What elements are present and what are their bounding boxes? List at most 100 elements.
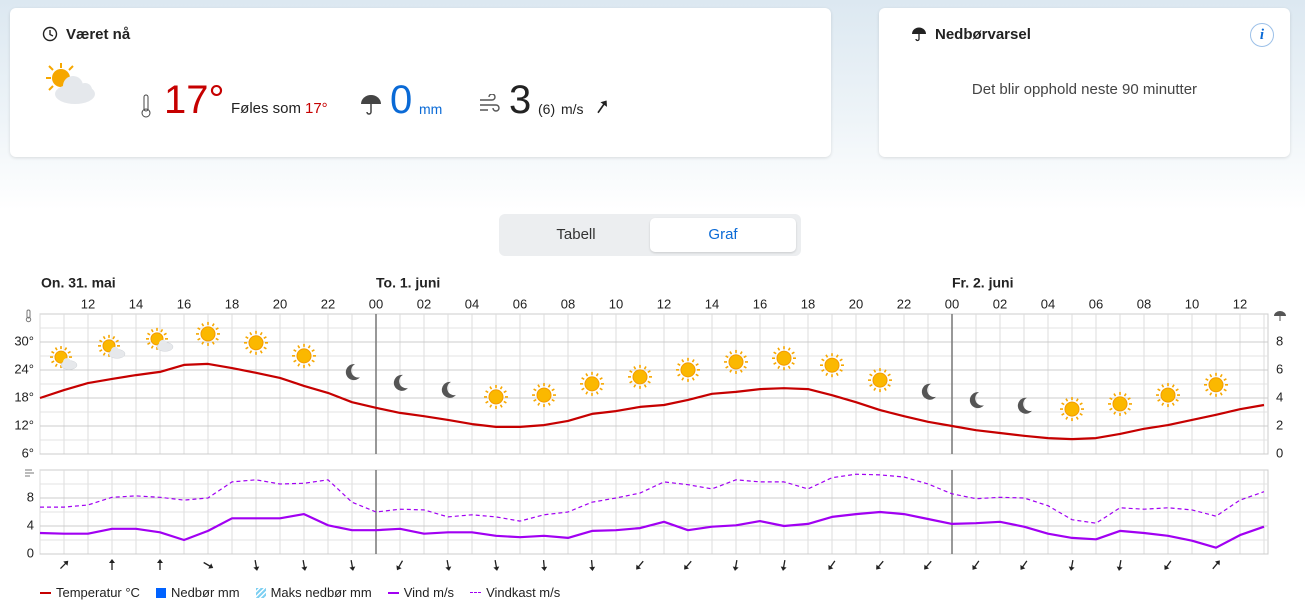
sun-ray: [1223, 378, 1227, 381]
wind-arrow: [157, 559, 163, 570]
sun-ray: [729, 351, 733, 355]
sun-ray: [311, 349, 315, 353]
sun: [1064, 401, 1080, 417]
legend-item: Vindkast m/s: [470, 585, 560, 600]
sun-ray: [1209, 374, 1213, 378]
x-tick-label: 12: [1233, 296, 1247, 311]
sun-ray: [869, 373, 873, 377]
arrow-head: [445, 566, 452, 571]
x-tick-label: 20: [273, 296, 287, 311]
legend-item: Nedbør mm: [155, 585, 240, 600]
tab[interactable]: Graf: [650, 218, 796, 252]
sun-ray: [595, 373, 599, 377]
sun-ray: [1061, 412, 1065, 416]
sun-ray: [485, 400, 489, 404]
weather-symbol: [868, 368, 892, 393]
legend-item: Maks nedbør mm: [255, 585, 372, 600]
info-button[interactable]: i: [1250, 23, 1274, 47]
legend-swatch: [387, 591, 399, 594]
moon: [969, 392, 984, 409]
sun-ray: [1209, 392, 1213, 396]
wind-arrow: [1020, 560, 1028, 570]
sun-ray: [249, 332, 253, 336]
weather-symbol: [484, 384, 508, 409]
weather-symbol: [1060, 397, 1084, 422]
wind-arrow: [972, 560, 980, 570]
weather-symbol: [50, 346, 78, 370]
arrow-head: [876, 564, 882, 570]
sun: [200, 326, 216, 342]
sun-ray: [293, 349, 297, 353]
wind-arrow: [1164, 560, 1172, 570]
weather-icon: [46, 63, 95, 104]
sun-ray: [499, 386, 503, 390]
x-tick-label: 00: [945, 296, 959, 311]
arrow-head: [1020, 564, 1026, 570]
weather-symbol: [146, 327, 174, 352]
moon: [393, 374, 408, 391]
sun-ray: [1205, 388, 1209, 392]
arrow-head: [109, 559, 115, 563]
sun-ray: [1171, 384, 1175, 388]
sun-ray: [263, 346, 267, 350]
sun-ray: [1109, 407, 1113, 411]
sun-ray: [1175, 398, 1179, 402]
series-line: [39, 510, 1265, 549]
sun-ray: [249, 350, 253, 354]
sun-ray: [725, 355, 729, 359]
wind-arrow: [349, 559, 356, 571]
sun-ray: [647, 370, 651, 374]
wind-unit: m/s: [561, 101, 584, 117]
x-tick-label: 22: [321, 296, 335, 311]
weather-symbol: [292, 343, 316, 368]
sun: [1112, 396, 1128, 412]
sun-ray: [821, 369, 825, 372]
sun-ray: [211, 341, 215, 345]
gust: (6): [538, 101, 556, 117]
sun-ray: [599, 377, 603, 381]
sun-ray: [147, 332, 151, 336]
arrow-head: [780, 566, 787, 571]
sun-ray: [681, 359, 685, 363]
sun-ray: [537, 402, 541, 406]
umbrella-icon: [361, 95, 381, 115]
sun-ray: [883, 369, 887, 373]
sun-ray: [54, 363, 58, 367]
wind-arrow: [301, 559, 308, 571]
weather-symbol: [1108, 391, 1132, 416]
wind-arrow: [924, 560, 932, 570]
legend-label: Nedbør mm: [170, 585, 240, 600]
sun-ray: [547, 402, 551, 406]
weather-symbol: [628, 364, 652, 389]
tab[interactable]: Tabell: [556, 226, 596, 243]
sun-ray: [1113, 411, 1117, 415]
sun-ray: [99, 349, 103, 353]
weather-symbol: [1204, 372, 1228, 397]
x-tick-label: 08: [561, 296, 575, 311]
sun-ray: [725, 365, 729, 369]
sun-ray: [585, 391, 589, 395]
sun-ray: [595, 391, 599, 395]
weather-symbol: [724, 349, 748, 374]
sun-ray: [869, 383, 873, 387]
arrow-head: [972, 564, 978, 570]
arrow-head: [157, 559, 163, 563]
sun-ray: [835, 372, 839, 376]
sun-ray: [551, 398, 555, 402]
sun-ray: [533, 388, 537, 392]
arrow-head: [63, 560, 69, 566]
sun-ray: [1157, 388, 1161, 392]
x-tick-label: 14: [705, 296, 719, 311]
sun: [296, 348, 312, 364]
weather-symbol: [580, 371, 604, 396]
arrow-head: [541, 566, 548, 571]
weather-symbol: [441, 381, 456, 398]
sun-ray: [263, 336, 267, 339]
sun-ray: [197, 337, 201, 341]
sun-ray: [115, 339, 119, 343]
sun-ray: [201, 341, 205, 345]
sun-ray: [1219, 392, 1223, 396]
sun-ray: [681, 377, 685, 381]
